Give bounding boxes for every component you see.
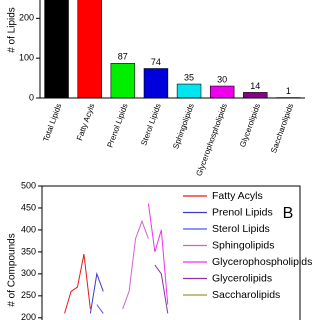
bar	[243, 92, 268, 98]
y-tick-label: 200	[21, 312, 36, 320]
axes	[41, 185, 301, 320]
series-line	[154, 264, 169, 314]
value-label: 35	[184, 72, 194, 82]
y-tick-label: 500	[21, 180, 36, 190]
bar	[77, 0, 102, 98]
legend-label: Prenol Lipids	[212, 206, 273, 218]
x-tick-label: Sterol Lipids	[139, 102, 163, 146]
x-tick-label: Prenol Lipids	[105, 102, 129, 149]
series-line	[147, 203, 169, 305]
x-tick-label: Glycerolipids	[238, 102, 262, 148]
y-tick-label: 250	[21, 290, 36, 300]
bar	[44, 0, 69, 98]
x-tick-label: Sphingolipids	[171, 102, 196, 150]
y-tick-label: 100	[19, 53, 34, 63]
value-label: 30	[217, 74, 227, 84]
series-line	[89, 271, 104, 314]
bar	[209, 85, 235, 98]
x-tick-label: Fatty Acyls	[75, 102, 97, 141]
legend-label: Sphingolipids	[212, 239, 274, 251]
legend-label: Saccharolipids	[212, 289, 280, 301]
y-tick-label: 300	[21, 268, 36, 278]
y-axis-label: # of Compounds	[7, 233, 18, 306]
panel-label: B	[283, 205, 294, 222]
y-axis-label: # of Lipids	[7, 7, 18, 53]
x-tick-label: Glycerophospholipids	[194, 102, 229, 177]
series-line	[122, 219, 149, 310]
y-tick-label: 200	[19, 13, 34, 23]
y-tick-label: 350	[21, 246, 36, 256]
lines	[64, 203, 169, 314]
legend-label: Glycerophospholipids	[212, 256, 312, 268]
bar	[110, 63, 136, 98]
y-tick-label: 400	[21, 224, 36, 234]
legend-label: Glycerolipids	[212, 272, 272, 284]
y-tick-label: 450	[21, 202, 36, 212]
value-label: 1	[286, 86, 291, 96]
bar	[176, 83, 202, 98]
bars	[44, 0, 301, 98]
value-label: 74	[151, 57, 161, 67]
value-label: 14	[250, 81, 260, 91]
series-line	[64, 254, 91, 314]
series-line	[96, 304, 104, 314]
x-tick-label: Total Lipids	[41, 102, 63, 143]
legend-label: Sterol Lipids	[212, 223, 270, 235]
value-label: 87	[118, 52, 128, 62]
bar	[143, 68, 169, 98]
axes	[39, 0, 305, 99]
legend-label: Fatty Acyls	[212, 190, 263, 202]
x-tick-label: Saccharolipids	[269, 102, 295, 154]
y-tick-label: 0	[29, 92, 34, 102]
